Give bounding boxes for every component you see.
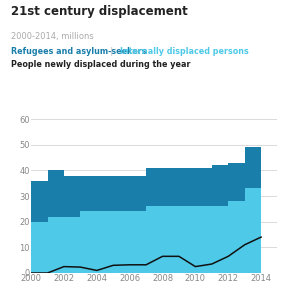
Text: Internally displaced persons: Internally displaced persons <box>120 46 249 56</box>
Text: 21st century displacement: 21st century displacement <box>11 4 188 17</box>
Text: |: | <box>108 46 115 56</box>
Text: 2000-2014, millions: 2000-2014, millions <box>11 32 94 40</box>
Text: Refugees and asylum-seekers: Refugees and asylum-seekers <box>11 46 147 56</box>
Text: People newly displaced during the year: People newly displaced during the year <box>11 60 191 69</box>
